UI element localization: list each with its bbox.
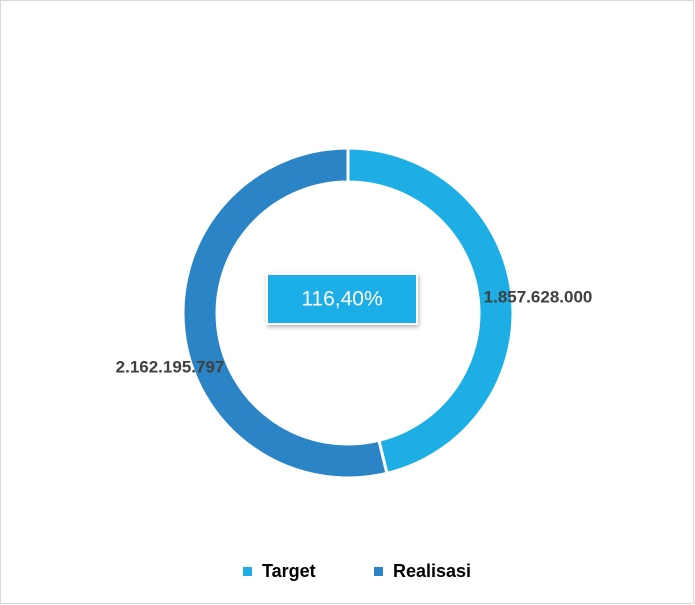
legend-swatch: [243, 567, 252, 576]
legend-label: Realisasi: [393, 561, 471, 581]
center-label: 116,40%: [301, 288, 382, 311]
data-label: 1.857.628.000: [484, 287, 593, 306]
donut-slice: [346, 146, 515, 476]
data-label: 2.162.195.797: [116, 357, 225, 376]
legend-swatch: [374, 567, 383, 576]
center-label-box: [266, 273, 418, 325]
legend-label: Target: [262, 561, 316, 581]
donut-slice: [181, 146, 389, 480]
